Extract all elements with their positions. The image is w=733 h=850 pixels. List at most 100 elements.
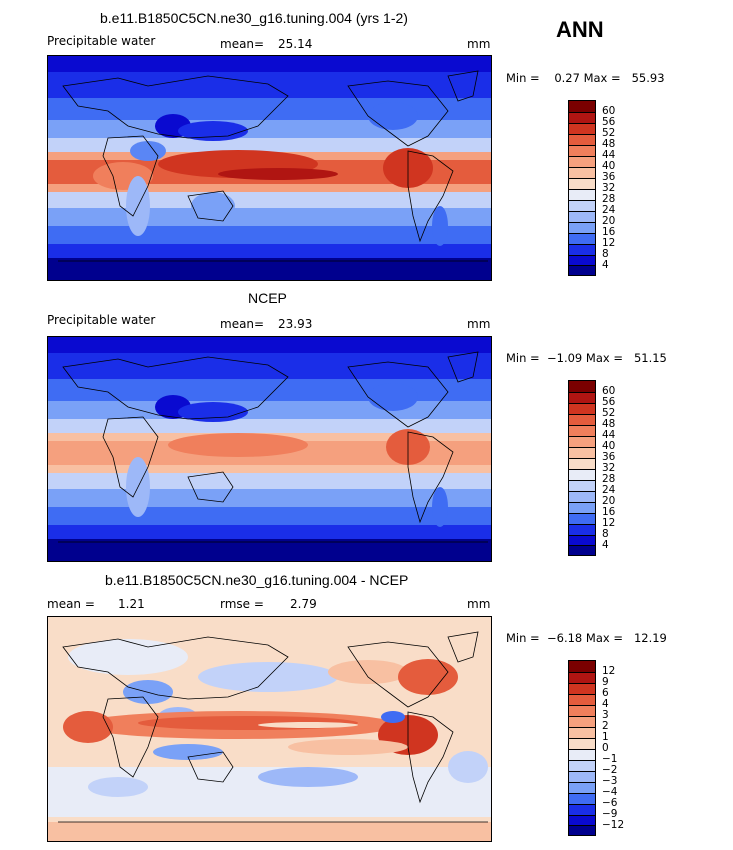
colorbar-label: 0 xyxy=(602,742,609,754)
colorbar-swatch xyxy=(569,815,595,825)
colorbar-label: 2 xyxy=(602,720,609,732)
colorbar-label: 6 xyxy=(602,687,609,699)
colorbar-swatch xyxy=(569,469,595,480)
colorbar-swatch xyxy=(569,502,595,513)
colorbar-label: 20 xyxy=(602,495,616,507)
colorbar-swatch xyxy=(569,683,595,694)
colorbar-swatch xyxy=(569,804,595,815)
colorbar-swatch xyxy=(569,211,595,222)
colorbar-label: 8 xyxy=(602,248,609,260)
colorbar-label: −9 xyxy=(602,808,618,820)
panel-3-rmse-value: 2.79 xyxy=(290,597,317,611)
colorbar-swatch xyxy=(569,414,595,425)
colorbar-swatch xyxy=(569,425,595,436)
panel-3-mean-label: mean = xyxy=(47,597,95,611)
colorbar-label: 12 xyxy=(602,237,616,249)
colorbar-label: −1 xyxy=(602,753,618,765)
colorbar-swatch xyxy=(569,167,595,178)
panel-1-colorbar-swatches xyxy=(568,100,596,276)
colorbar-label: 32 xyxy=(602,182,616,194)
colorbar-swatch xyxy=(569,255,595,265)
panel-3-title: b.e11.B1850C5CN.ne30_g16.tuning.004 - NC… xyxy=(105,572,409,588)
panel-1-map xyxy=(47,55,492,281)
panel-3-map-field xyxy=(48,617,491,841)
colorbar-label: −6 xyxy=(602,797,618,809)
colorbar-swatch xyxy=(569,705,595,716)
colorbar-swatch xyxy=(569,403,595,414)
panel-3-min-max: Min = −6.18 Max = 12.19 xyxy=(506,631,667,645)
colorbar-swatch xyxy=(569,436,595,447)
colorbar-swatch xyxy=(569,392,595,403)
colorbar-swatch xyxy=(569,101,595,112)
colorbar-swatch xyxy=(569,727,595,738)
colorbar-swatch xyxy=(569,760,595,771)
colorbar-swatch xyxy=(569,112,595,123)
panel-1-units: mm xyxy=(467,37,491,51)
colorbar-swatch xyxy=(569,458,595,469)
season-label: ANN xyxy=(556,17,604,42)
colorbar-swatch xyxy=(569,480,595,491)
panel-1-min-max: Min = 0.27 Max = 55.93 xyxy=(506,71,665,85)
panel-2-title: NCEP xyxy=(248,290,287,306)
colorbar-swatch xyxy=(569,134,595,145)
panel-2-units: mm xyxy=(467,317,491,331)
panel-3-units: mm xyxy=(467,597,491,611)
panel-3-map xyxy=(47,616,492,842)
panel-3-rmse-label: rmse = xyxy=(220,597,264,611)
colorbar-label: −2 xyxy=(602,764,618,776)
colorbar-label: 32 xyxy=(602,462,616,474)
colorbar-swatch xyxy=(569,793,595,804)
colorbar-label: 36 xyxy=(602,451,616,463)
colorbar-label: 24 xyxy=(602,204,616,216)
colorbar-label: 12 xyxy=(602,517,616,529)
colorbar-label: 40 xyxy=(602,160,616,172)
colorbar-swatch xyxy=(569,749,595,760)
colorbar-swatch xyxy=(569,222,595,233)
colorbar-swatch xyxy=(569,381,595,392)
colorbar-label: 20 xyxy=(602,215,616,227)
colorbar-swatch xyxy=(569,738,595,749)
colorbar-label: 16 xyxy=(602,226,616,238)
panel-2-min-max: Min = −1.09 Max = 51.15 xyxy=(506,351,667,365)
colorbar-label: 4 xyxy=(602,698,609,710)
colorbar-swatch xyxy=(569,661,595,672)
colorbar-label: 52 xyxy=(602,407,616,419)
colorbar-label: 48 xyxy=(602,138,616,150)
colorbar-label: 28 xyxy=(602,473,616,485)
colorbar-swatch xyxy=(569,189,595,200)
colorbar-label: −4 xyxy=(602,786,618,798)
colorbar-label: 48 xyxy=(602,418,616,430)
colorbar-label: 9 xyxy=(602,676,609,688)
colorbar-label: 12 xyxy=(602,665,616,677)
colorbar-swatch xyxy=(569,178,595,189)
colorbar-swatch xyxy=(569,491,595,502)
colorbar-swatch xyxy=(569,233,595,244)
colorbar-swatch xyxy=(569,200,595,211)
colorbar-label: −3 xyxy=(602,775,618,787)
panel-2-map-field xyxy=(48,337,491,561)
panel-1-title: b.e11.B1850C5CN.ne30_g16.tuning.004 (yrs… xyxy=(100,10,408,26)
colorbar-swatch xyxy=(569,156,595,167)
colorbar-swatch xyxy=(569,545,595,555)
colorbar-swatch xyxy=(569,535,595,545)
panel-2-mean-label: mean= xyxy=(220,317,265,331)
colorbar-label: 16 xyxy=(602,506,616,518)
colorbar-label: 44 xyxy=(602,149,616,161)
colorbar-label: 60 xyxy=(602,105,616,117)
colorbar-label: 52 xyxy=(602,127,616,139)
colorbar-label: 4 xyxy=(602,259,609,271)
colorbar-swatch xyxy=(569,771,595,782)
panel-2-variable: Precipitable water xyxy=(47,313,156,327)
panel-3-colorbar-swatches xyxy=(568,660,596,836)
colorbar-swatch xyxy=(569,244,595,255)
colorbar-label: 60 xyxy=(602,385,616,397)
colorbar-label: 28 xyxy=(602,193,616,205)
panel-2-colorbar-swatches xyxy=(568,380,596,556)
panel-2-mean-value: 23.93 xyxy=(278,317,313,331)
colorbar-swatch xyxy=(569,513,595,524)
colorbar-label: 40 xyxy=(602,440,616,452)
panel-1-mean-value: 25.14 xyxy=(278,37,313,51)
colorbar-swatch xyxy=(569,123,595,134)
colorbar-label: 56 xyxy=(602,116,616,128)
colorbar-label: 3 xyxy=(602,709,609,721)
